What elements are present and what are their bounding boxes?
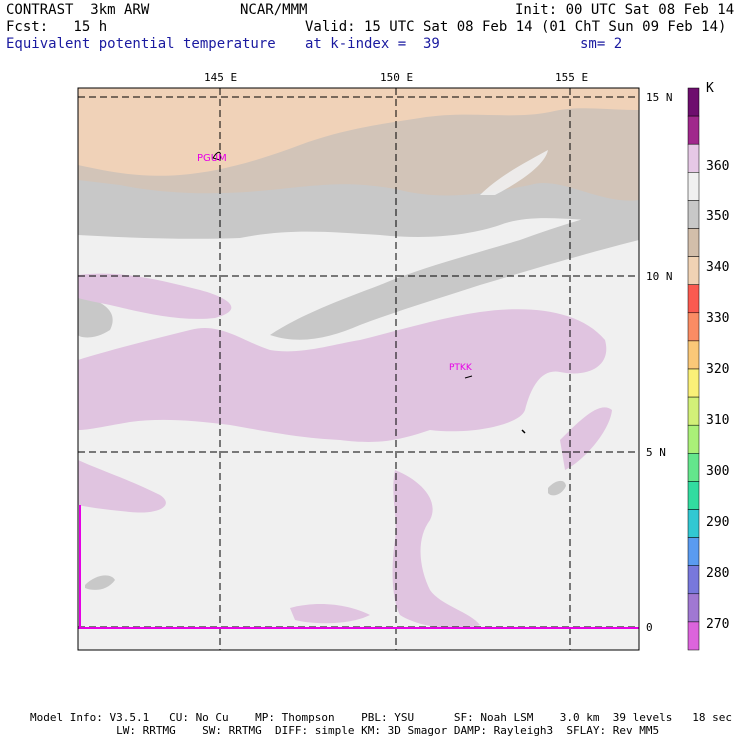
colorbar-swatch bbox=[687, 481, 700, 510]
guam-coastline bbox=[212, 151, 221, 161]
colorbar-swatch bbox=[687, 87, 700, 117]
colorbar-swatch bbox=[687, 565, 700, 595]
lat-label-10n: 10 N bbox=[646, 270, 673, 283]
theta-e-360-region-central bbox=[78, 309, 607, 442]
theta-e-light-strip bbox=[480, 150, 548, 195]
forecast-hour: Fcst: 15 h bbox=[6, 19, 108, 35]
island-coastline bbox=[521, 429, 526, 434]
colorbar-swatch bbox=[687, 200, 700, 229]
organization-label: NCAR/MMM bbox=[240, 2, 308, 18]
init-time: Init: 00 UTC Sat 08 Feb 14 bbox=[515, 2, 735, 18]
lon-label-155e: 155 E bbox=[555, 71, 589, 84]
lon-label-145e: 145 E bbox=[204, 71, 238, 84]
theta-e-350-patch-south bbox=[85, 575, 115, 590]
colorbar-swatch bbox=[687, 172, 700, 201]
colorbar-swatch bbox=[687, 256, 700, 285]
lat-label-15n: 15 N bbox=[646, 91, 673, 104]
field-name: Equivalent potential temperature bbox=[6, 36, 276, 52]
colorbar-unit: K bbox=[706, 81, 714, 96]
smoothing-info: sm= 2 bbox=[580, 36, 623, 52]
colorbar-swatch bbox=[687, 115, 700, 145]
colorbar-swatch bbox=[687, 453, 700, 482]
colorbar-swatch bbox=[687, 509, 700, 538]
station-ptkk: PTKK bbox=[449, 363, 473, 373]
colorbar bbox=[687, 87, 700, 651]
colorbar-swatch bbox=[687, 143, 700, 173]
colorbar-label-350: 350 bbox=[706, 209, 730, 224]
theta-e-360-region-northwest bbox=[78, 273, 232, 319]
model-title: CONTRAST 3km ARW bbox=[6, 2, 150, 18]
colorbar-swatch bbox=[687, 368, 700, 398]
valid-time: Valid: 15 UTC Sat 08 Feb 14 (01 ChT Sun … bbox=[305, 19, 727, 35]
colorbar-label-340: 340 bbox=[706, 260, 730, 275]
model-info-line2: LW: RRTMG SW: RRTMG DIFF: simple KM: 3D … bbox=[30, 724, 660, 737]
lon-label-150e: 150 E bbox=[380, 71, 414, 84]
theta-e-360-patch-east bbox=[560, 407, 612, 470]
colorbar-swatch bbox=[687, 228, 700, 257]
theta-e-360-patch-south bbox=[290, 604, 370, 624]
theta-e-340-band-north bbox=[78, 88, 639, 176]
colorbar-label-320: 320 bbox=[706, 362, 730, 377]
station-pgum: PGUM bbox=[197, 153, 227, 164]
theta-e-350-patch-west bbox=[78, 295, 113, 338]
colorbar-label-330: 330 bbox=[706, 311, 730, 326]
colorbar-label-290: 290 bbox=[706, 515, 730, 530]
colorbar-label-280: 280 bbox=[706, 566, 730, 581]
chuuk-coastline bbox=[464, 375, 473, 379]
plot-border bbox=[77, 87, 640, 651]
colorbar-swatch bbox=[687, 284, 700, 314]
lat-label-5n: 5 N bbox=[646, 446, 666, 459]
theta-e-350-band-diagonal bbox=[270, 200, 639, 340]
colorbar-swatch bbox=[687, 621, 700, 651]
lat-label-0: 0 bbox=[646, 621, 653, 634]
theta-e-360-region-southeast bbox=[392, 470, 480, 629]
map-plot-area bbox=[78, 88, 639, 650]
model-info-line1: Model Info: V3.5.1 CU: No Cu MP: Thompso… bbox=[30, 711, 732, 724]
colorbar-label-270: 270 bbox=[706, 617, 730, 632]
theta-e-350-patch-east bbox=[548, 480, 566, 496]
colorbar-swatch bbox=[687, 312, 700, 342]
colorbar-swatch bbox=[687, 424, 700, 454]
colorbar-swatch bbox=[687, 593, 700, 623]
colorbar-swatch bbox=[687, 537, 700, 566]
colorbar-label-310: 310 bbox=[706, 413, 730, 428]
theta-e-360-region-south bbox=[78, 460, 166, 513]
colorbar-label-300: 300 bbox=[706, 464, 730, 479]
colorbar-label-360: 360 bbox=[706, 159, 730, 174]
level-info: at k-index = 39 bbox=[305, 36, 440, 52]
colorbar-swatch bbox=[687, 340, 700, 370]
colorbar-swatch bbox=[687, 396, 700, 426]
